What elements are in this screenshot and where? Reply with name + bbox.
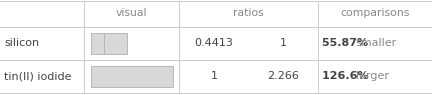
Bar [91, 66, 173, 87]
Text: 1: 1 [210, 71, 217, 82]
Text: ratios: ratios [233, 8, 264, 18]
Text: comparisons: comparisons [340, 8, 410, 18]
Text: 126.6%: 126.6% [322, 71, 372, 82]
Text: silicon: silicon [4, 38, 39, 48]
Text: tin(II) iodide: tin(II) iodide [4, 71, 72, 82]
Text: larger: larger [356, 71, 389, 82]
Text: smaller: smaller [356, 38, 397, 48]
Text: visual: visual [116, 8, 147, 18]
Text: 1: 1 [280, 38, 286, 48]
Text: 55.87%: 55.87% [322, 38, 372, 48]
Bar [91, 33, 127, 54]
Text: 2.266: 2.266 [267, 71, 299, 82]
Text: 0.4413: 0.4413 [194, 38, 233, 48]
